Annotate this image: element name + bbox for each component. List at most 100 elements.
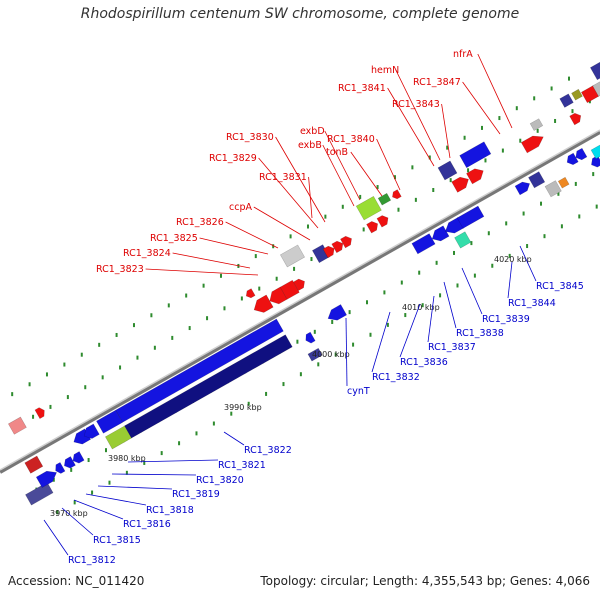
track-tick-mark bbox=[400, 280, 403, 285]
leader-line bbox=[253, 206, 311, 241]
gene-label-bottom: RC1_3816 bbox=[123, 519, 171, 530]
gene-shape bbox=[83, 423, 100, 439]
gene-label-top: exbD bbox=[300, 126, 325, 137]
track-tick-mark bbox=[550, 86, 553, 91]
gene-label-top: RC1_3824 bbox=[123, 248, 171, 259]
gene-shape bbox=[280, 244, 305, 268]
track-tick-mark bbox=[404, 313, 407, 318]
gene-feature bbox=[514, 181, 531, 196]
track-tick-mark bbox=[470, 241, 473, 246]
leader-line bbox=[199, 237, 269, 255]
gene-feature bbox=[305, 331, 316, 344]
gene-shape bbox=[569, 112, 582, 126]
track-tick-mark bbox=[178, 441, 181, 446]
track-tick-mark bbox=[258, 286, 261, 291]
gene-shape bbox=[392, 189, 402, 200]
gene-feature bbox=[280, 244, 305, 268]
gene-shape bbox=[520, 135, 544, 154]
gene-feature bbox=[592, 79, 600, 97]
leader-line bbox=[85, 493, 147, 506]
track-tick-mark bbox=[70, 467, 73, 472]
gene-feature bbox=[377, 192, 392, 206]
gene-shape bbox=[575, 147, 588, 161]
leader-line bbox=[399, 303, 421, 358]
track-tick-mark bbox=[567, 76, 570, 81]
gene-shape bbox=[366, 221, 378, 234]
leader-line bbox=[395, 69, 441, 161]
leader-line bbox=[462, 81, 501, 135]
leader-line bbox=[324, 130, 361, 201]
gene-shape bbox=[64, 456, 76, 469]
summary-text: Topology: circular; Length: 4,355,543 bp… bbox=[260, 574, 590, 588]
gene-feature bbox=[411, 233, 436, 255]
track-tick-mark bbox=[98, 342, 101, 347]
gene-shape bbox=[571, 88, 583, 101]
track-tick-mark bbox=[418, 270, 421, 275]
genome-axis bbox=[0, 130, 600, 474]
track-tick-mark bbox=[515, 106, 518, 111]
gene-label-top: RC1_3843 bbox=[392, 99, 440, 110]
track-tick-mark bbox=[359, 194, 362, 199]
gene-label-top: exbB bbox=[298, 140, 322, 151]
gene-feature bbox=[392, 189, 402, 200]
gene-shape bbox=[431, 225, 450, 242]
track-tick-mark bbox=[411, 165, 414, 170]
leader-line bbox=[387, 87, 435, 167]
gene-label-bottom: RC1_3820 bbox=[196, 475, 244, 486]
track-tick-mark bbox=[557, 191, 560, 196]
track-tick-mark bbox=[369, 332, 372, 337]
gene-feature bbox=[454, 231, 472, 249]
gene-shape bbox=[34, 407, 45, 419]
track-tick-mark bbox=[195, 431, 198, 436]
track-tick-mark bbox=[456, 283, 459, 288]
track-tick-mark bbox=[473, 273, 476, 278]
kbp-position-label: 4010 kbp bbox=[402, 303, 440, 312]
gene-label-bottom: RC1_3832 bbox=[372, 372, 420, 383]
track-tick-mark bbox=[484, 158, 487, 163]
gene-shape bbox=[559, 93, 574, 108]
track-tick-mark bbox=[554, 118, 557, 123]
gene-shape bbox=[8, 416, 27, 435]
gene-shape bbox=[279, 279, 300, 300]
track-tick-mark bbox=[519, 138, 522, 143]
gene-label-bottom: RC1_3818 bbox=[146, 505, 194, 516]
gene-label-bottom: RC1_3838 bbox=[456, 328, 504, 339]
track-tick-mark bbox=[171, 335, 174, 340]
track-tick-mark bbox=[453, 250, 456, 255]
gene-label-top: RC1_3841 bbox=[338, 83, 386, 94]
track-tick-mark bbox=[397, 207, 400, 212]
gene-feature bbox=[431, 225, 450, 242]
gene-label-top: ccpA bbox=[229, 202, 252, 213]
gene-label-top: RC1_3826 bbox=[176, 217, 224, 228]
track-tick-mark bbox=[293, 266, 296, 271]
track-tick-mark bbox=[505, 221, 508, 226]
track-tick-mark bbox=[588, 99, 591, 104]
track-tick-mark bbox=[439, 293, 442, 298]
track-tick-mark bbox=[306, 224, 309, 229]
track-tick-mark bbox=[296, 339, 299, 344]
track-tick-mark bbox=[414, 197, 417, 202]
track-tick-mark bbox=[536, 128, 539, 133]
gene-feature bbox=[520, 135, 544, 154]
track-tick-mark bbox=[143, 460, 146, 465]
genome-axis-highlight bbox=[0, 129, 600, 471]
gene-shape bbox=[592, 79, 600, 97]
track-tick-mark bbox=[595, 204, 598, 209]
leader-line bbox=[111, 473, 197, 476]
gene-shape bbox=[72, 451, 85, 464]
track-tick-mark bbox=[153, 345, 156, 350]
track-tick-mark bbox=[592, 172, 595, 177]
gene-feature bbox=[293, 278, 305, 291]
gene-label-bottom: RC1_3844 bbox=[508, 298, 556, 309]
leader-line bbox=[427, 295, 435, 343]
leader-line bbox=[127, 459, 219, 463]
gene-feature bbox=[451, 176, 469, 193]
track-tick-mark bbox=[526, 244, 529, 249]
gene-shape bbox=[293, 278, 305, 291]
kbp-position-label: 4000 kbp bbox=[312, 350, 350, 359]
kbp-position-label: 3980 kbp bbox=[108, 454, 146, 463]
gene-shape bbox=[105, 425, 132, 450]
track-tick-mark bbox=[272, 244, 275, 249]
gene-feature bbox=[559, 93, 574, 108]
gene-shape bbox=[557, 176, 570, 189]
